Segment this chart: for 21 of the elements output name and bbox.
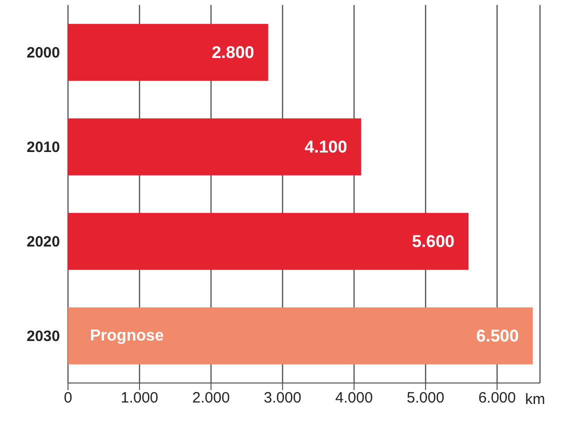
x-tick-label: 5.000: [406, 390, 444, 407]
y-tick-label: 2000: [26, 44, 60, 62]
x-tick-label: 6.000: [478, 390, 516, 407]
x-tick-label: 0: [64, 390, 72, 407]
x-tick-label: 2.000: [192, 390, 230, 407]
data-label: 6.500: [476, 326, 519, 346]
bar: [68, 212, 468, 270]
y-tick-label: 2030: [26, 328, 60, 346]
bar: [68, 24, 268, 81]
x-axis-title: km: [525, 391, 546, 408]
annotation: Prognose: [90, 327, 164, 344]
data-label: 2.800: [212, 42, 254, 62]
bar: [68, 307, 533, 364]
data-label: 4.100: [304, 137, 348, 156]
y-tick-label: 2010: [26, 139, 60, 156]
x-tick-label: 3.000: [264, 390, 302, 407]
x-tick-label: 1.000: [120, 390, 158, 407]
x-tick-label: 4.000: [335, 390, 373, 407]
data-label: 5.600: [412, 232, 454, 251]
bar: [68, 118, 362, 176]
y-tick-label: 2020: [26, 234, 60, 251]
